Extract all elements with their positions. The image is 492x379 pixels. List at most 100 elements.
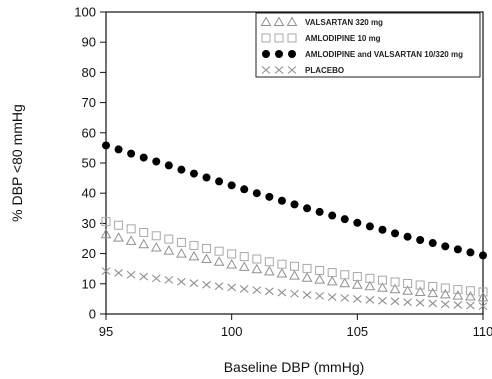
data-point xyxy=(177,165,186,174)
data-point xyxy=(164,161,173,170)
data-point xyxy=(414,286,426,296)
y-tick-label: 60 xyxy=(82,125,96,140)
data-point xyxy=(189,169,198,178)
data-point xyxy=(314,274,325,284)
legend-item: PLACEBO xyxy=(261,66,344,75)
data-point xyxy=(114,220,124,230)
data-point xyxy=(290,200,299,209)
data-point xyxy=(189,240,199,250)
legend-marker xyxy=(261,66,271,74)
data-point xyxy=(227,283,237,292)
y-tick-label: 30 xyxy=(82,216,96,231)
data-point xyxy=(139,153,148,162)
data-point xyxy=(100,228,112,239)
data-point xyxy=(477,291,489,302)
series-0 xyxy=(100,228,489,302)
data-point xyxy=(164,275,174,284)
x-tick-label: 95 xyxy=(99,324,113,339)
y-tick-label: 10 xyxy=(82,276,96,291)
data-point xyxy=(188,250,200,261)
data-point xyxy=(390,297,400,306)
data-point xyxy=(365,222,374,231)
data-point xyxy=(403,298,412,307)
legend-marker xyxy=(287,66,297,74)
data-point xyxy=(251,263,263,274)
data-point xyxy=(403,232,412,241)
data-point xyxy=(138,238,150,249)
data-point xyxy=(176,248,187,258)
data-point xyxy=(440,283,450,293)
data-point xyxy=(252,189,261,198)
data-point xyxy=(238,261,250,271)
data-point xyxy=(303,204,312,213)
y-tick-label: 70 xyxy=(82,95,96,110)
data-point xyxy=(264,265,275,276)
data-point xyxy=(389,283,401,294)
data-point xyxy=(302,263,312,273)
data-point xyxy=(427,287,439,298)
data-point xyxy=(126,224,136,234)
data-point xyxy=(127,149,136,158)
data-point xyxy=(428,239,437,248)
data-point xyxy=(227,181,236,190)
data-point xyxy=(340,270,350,280)
data-point xyxy=(214,246,224,256)
data-point xyxy=(339,277,351,288)
data-point xyxy=(416,236,425,245)
legend-item: VALSARTAN 320 mg xyxy=(260,16,383,27)
data-point xyxy=(290,289,299,298)
data-point xyxy=(403,278,413,288)
series-3 xyxy=(101,267,488,311)
data-point xyxy=(227,249,237,259)
data-point xyxy=(453,301,463,309)
data-point xyxy=(139,227,149,237)
data-point xyxy=(226,258,238,269)
data-point xyxy=(277,196,286,205)
data-point xyxy=(264,257,274,267)
y-tick-label: 0 xyxy=(89,307,96,322)
data-point xyxy=(139,272,149,281)
data-point xyxy=(352,272,362,282)
data-point xyxy=(428,282,438,292)
data-point xyxy=(176,237,186,247)
data-point xyxy=(390,277,400,287)
series-2 xyxy=(102,141,487,260)
data-point xyxy=(101,267,111,276)
data-point xyxy=(478,287,488,297)
data-point xyxy=(327,268,337,278)
y-tick-label: 40 xyxy=(82,186,96,201)
legend-item: AMLODIPINE 10 mg xyxy=(261,33,381,43)
data-point xyxy=(290,261,299,271)
data-point xyxy=(364,280,376,291)
y-tick-label: 20 xyxy=(82,246,96,261)
x-tick-label: 100 xyxy=(221,324,243,339)
data-point xyxy=(402,285,413,295)
legend-item: AMLODIPINE and VALSARTAN 10/320 mg xyxy=(262,50,463,59)
data-point xyxy=(315,207,324,216)
legend-marker xyxy=(260,16,272,26)
data-point xyxy=(202,243,212,253)
data-point xyxy=(276,268,288,278)
data-point xyxy=(114,269,123,277)
data-point xyxy=(202,280,211,289)
x-tick-label: 110 xyxy=(473,324,492,339)
data-point xyxy=(415,280,425,290)
data-point xyxy=(177,277,186,286)
data-point xyxy=(466,301,475,310)
data-point xyxy=(466,248,475,257)
data-point xyxy=(478,302,488,311)
data-point xyxy=(151,231,161,241)
x-axis: 95 100 105 110 xyxy=(99,314,492,339)
data-point xyxy=(125,235,137,245)
data-point xyxy=(452,290,464,300)
legend-label: AMLODIPINE 10 mg xyxy=(305,34,381,43)
legend-marker xyxy=(275,50,283,58)
legend-box xyxy=(255,12,481,78)
data-point xyxy=(465,286,475,296)
data-point xyxy=(151,274,161,283)
legend-marker xyxy=(288,50,296,58)
data-point xyxy=(302,291,312,299)
x-axis-label: Baseline DBP (mmHg) xyxy=(224,359,365,375)
y-tick-label: 80 xyxy=(82,65,96,80)
data-point xyxy=(465,290,476,301)
